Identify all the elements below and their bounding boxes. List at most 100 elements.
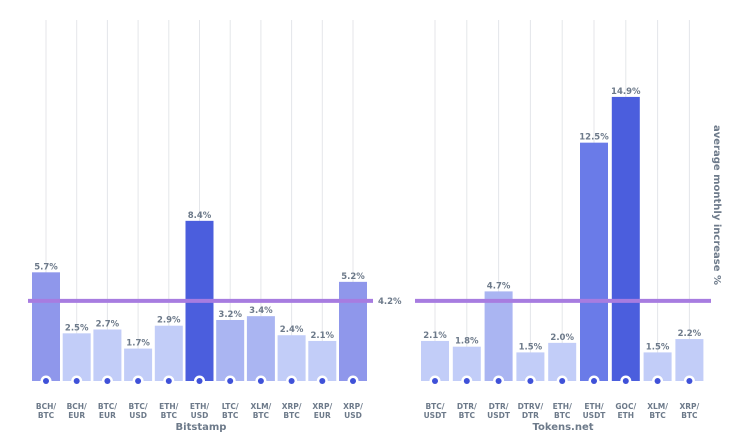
bar: [421, 340, 449, 381]
category-label: XRP/: [282, 402, 302, 411]
bar: [32, 272, 60, 381]
category-label: XRP/: [312, 402, 332, 411]
x-axis-title: Tokens.net: [532, 422, 593, 433]
value-label: 12.5%: [579, 133, 609, 143]
bar: [611, 96, 640, 381]
category-label: DTR/: [457, 402, 477, 411]
category-label: BTC: [161, 411, 178, 420]
bar-base-dot: [104, 378, 111, 384]
category-label: XLM/: [251, 402, 272, 411]
bar: [548, 342, 577, 381]
category-label: BCH/: [67, 402, 87, 411]
category-label: EUR: [68, 411, 85, 420]
bar: [93, 329, 122, 381]
x-axis-title: Bitstamp: [176, 422, 227, 433]
category-label: USD: [191, 411, 209, 420]
bar-base-dot: [288, 378, 295, 384]
bar-base-dot: [527, 378, 534, 384]
category-label: XLM/: [647, 402, 668, 411]
category-label: XRP/: [680, 402, 700, 411]
value-label: 2.1%: [311, 331, 335, 341]
bar-base-dot: [432, 378, 438, 384]
bar: [216, 319, 245, 381]
category-label: USDT: [583, 411, 607, 420]
bar: [484, 291, 513, 381]
label-layer: 5.7% BCH/BTC 2.5% BCH/EUR 2.7% BTC/EUR 1.7% BTC…: [34, 87, 701, 433]
category-label: BTC: [253, 411, 270, 420]
value-label: 2.5%: [65, 323, 89, 333]
y-axis-label: average monthly increase %: [711, 125, 722, 285]
category-label: USDT: [487, 411, 511, 420]
bar-base-dot: [591, 378, 597, 384]
category-label: BTC: [459, 411, 476, 420]
bar: [339, 281, 367, 381]
bar: [154, 325, 183, 381]
bar-base-dot: [350, 378, 356, 384]
reference-value-label: 4.2%: [378, 297, 402, 307]
bar: [452, 346, 481, 381]
value-label: 3.4%: [249, 306, 273, 316]
bar-base-dot: [227, 378, 234, 384]
category-label: XRP/: [343, 402, 363, 411]
category-label: BTC/: [425, 402, 444, 411]
category-label: ETH: [618, 411, 635, 420]
bar-base-dot: [135, 378, 142, 384]
bar: [675, 339, 704, 381]
bar: [62, 333, 91, 381]
bar-base-dot: [622, 378, 629, 384]
bar: [580, 142, 608, 381]
value-label: 2.1%: [423, 331, 447, 341]
bar-base-dot: [463, 378, 470, 384]
category-label: GOC/: [615, 402, 636, 411]
category-label: BTC: [649, 411, 666, 420]
category-label: BTC: [38, 411, 55, 420]
category-label: BTC: [222, 411, 239, 420]
category-label: USD: [129, 411, 147, 420]
category-label: DTR/: [489, 402, 509, 411]
value-label: 3.2%: [218, 310, 242, 320]
category-label: EUR: [99, 411, 116, 420]
category-label: BTC: [681, 411, 698, 420]
category-label: BTC/: [129, 402, 148, 411]
value-label: 14.9%: [611, 87, 641, 97]
bar-base-dot: [73, 378, 80, 384]
value-label: 5.2%: [341, 272, 365, 282]
bar-base-dot: [495, 378, 502, 384]
bar-base-dot: [257, 378, 264, 384]
value-label: 2.9%: [157, 316, 181, 326]
value-label: 2.0%: [550, 333, 574, 343]
value-label: 2.7%: [96, 320, 120, 330]
bar-base-dot: [43, 378, 49, 384]
category-label: ETH/: [553, 402, 573, 411]
bar: [246, 316, 275, 381]
bar-base-dot: [165, 378, 172, 384]
category-label: USDT: [424, 411, 448, 420]
category-label: BCH/: [36, 402, 56, 411]
bar-base-dot: [686, 378, 693, 384]
bar-base-dot: [319, 378, 326, 384]
category-label: ETH/: [159, 402, 179, 411]
value-label: 2.2%: [678, 329, 702, 339]
category-label: LTC/: [222, 402, 239, 411]
bar-base-dot: [196, 378, 203, 384]
bar: [277, 335, 306, 381]
value-label: 1.7%: [126, 339, 150, 349]
value-label: 8.4%: [188, 211, 212, 221]
category-label: BTC: [554, 411, 571, 420]
value-label: 1.5%: [519, 342, 543, 352]
category-label: USD: [344, 411, 362, 420]
bar-base-dot: [559, 378, 566, 384]
category-label: DTRV/: [518, 402, 544, 411]
bar: [308, 340, 337, 381]
category-label: EUR: [314, 411, 331, 420]
value-label: 1.5%: [646, 342, 670, 352]
value-label: 1.8%: [455, 337, 479, 347]
category-label: ETH/: [190, 402, 210, 411]
value-label: 2.4%: [280, 325, 304, 335]
category-label: ETH/: [584, 402, 604, 411]
bar-base-dot: [654, 378, 661, 384]
value-label: 4.7%: [487, 281, 511, 291]
category-label: DTR: [522, 411, 539, 420]
